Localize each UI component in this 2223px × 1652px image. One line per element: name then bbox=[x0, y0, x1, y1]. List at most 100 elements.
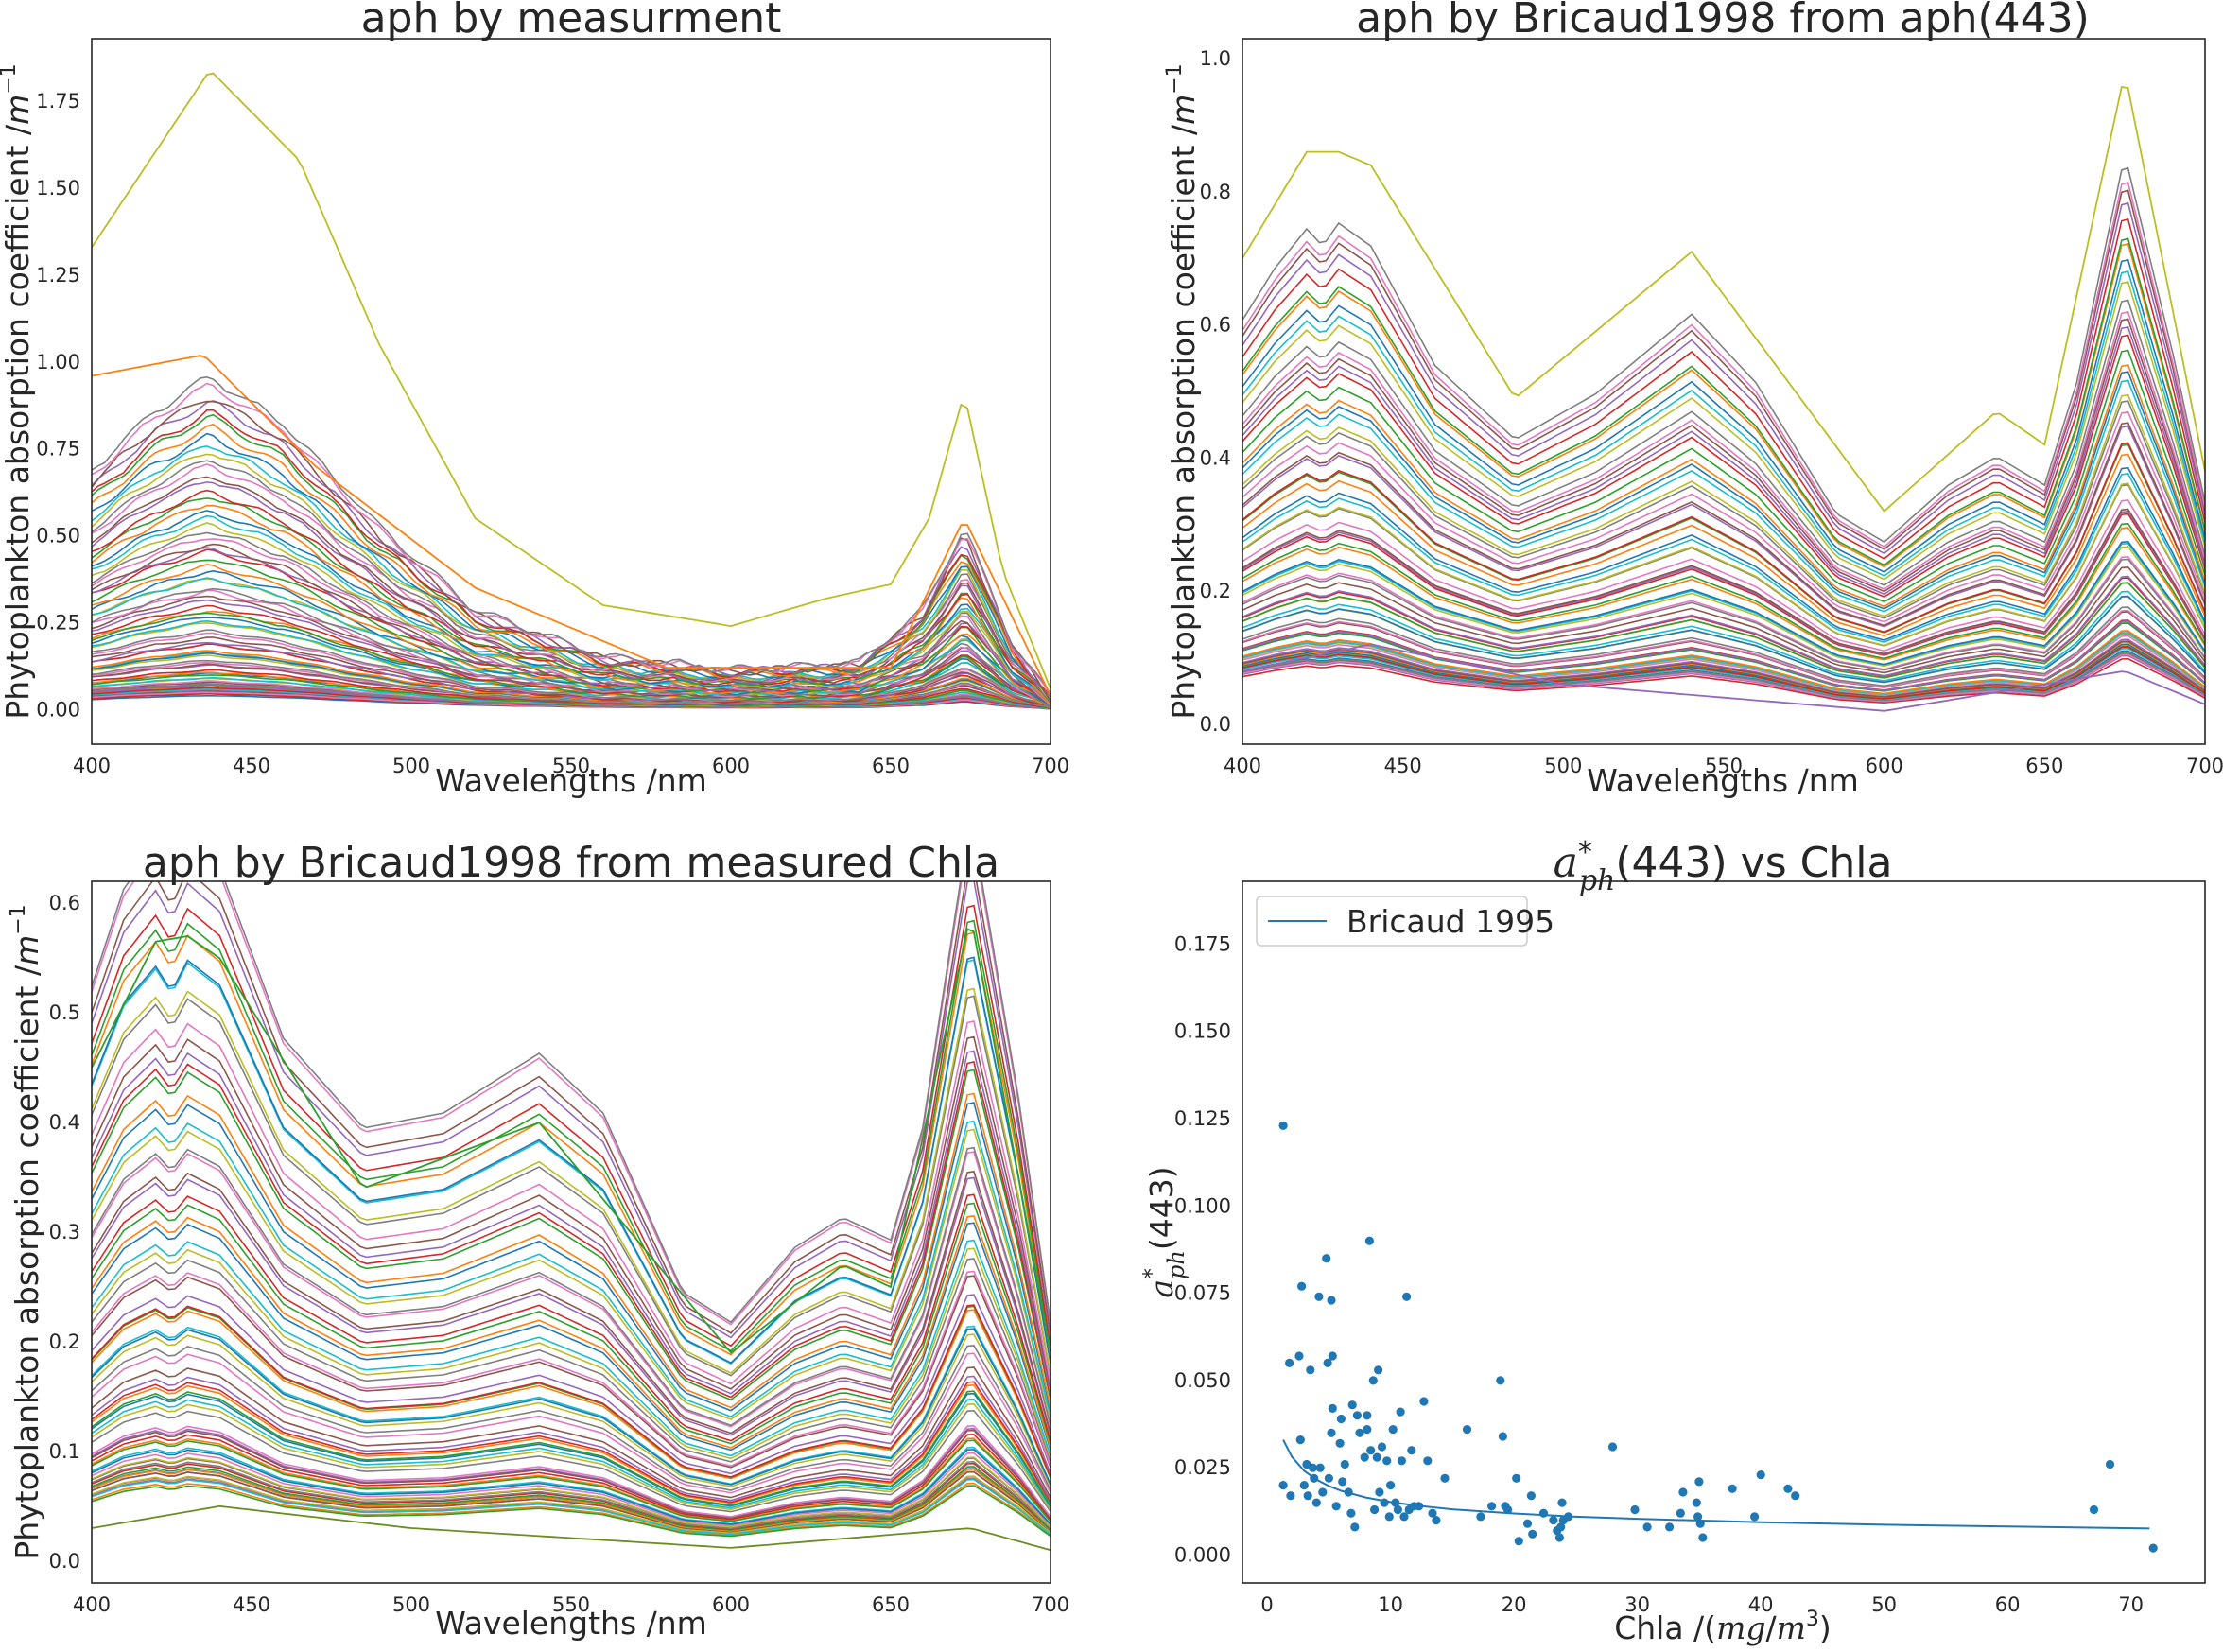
series-line bbox=[1242, 508, 2205, 655]
x-tick-label: 0 bbox=[1260, 1593, 1273, 1616]
series-line bbox=[92, 1020, 1051, 1385]
scatter-point bbox=[2089, 1504, 2099, 1515]
series-line bbox=[1242, 657, 2205, 704]
y-tick-labels: 0.0 0.1 0.2 0.3 0.4 0.5 0.6 bbox=[49, 892, 80, 1573]
series-line bbox=[1242, 299, 2205, 586]
x-tick-label: 550 bbox=[552, 1593, 590, 1616]
scatter-point bbox=[1336, 1414, 1346, 1424]
y-tick-label: 0.25 bbox=[36, 611, 80, 634]
scatter-point bbox=[1498, 1432, 1507, 1441]
scatter-point bbox=[1415, 1502, 1424, 1511]
panel-aph443-vs-chla: a* ph(443) vs Chla 0.0000.0250.0500.0750.… bbox=[1138, 836, 2206, 1646]
series-line bbox=[1242, 582, 2205, 679]
series-line bbox=[92, 1460, 1051, 1530]
series-line bbox=[92, 1409, 1051, 1513]
scatter-point bbox=[1322, 1254, 1331, 1263]
x-tick-labels: 400 450 500 550 600 650 700 bbox=[73, 755, 1069, 777]
series-line bbox=[92, 904, 1051, 1348]
y-tick-labels: 0.0 0.2 0.4 0.6 0.8 1.0 bbox=[1200, 47, 1231, 736]
y-tick-label: 0.0 bbox=[1200, 713, 1231, 736]
scatter-point bbox=[1397, 1456, 1406, 1466]
series-line bbox=[92, 1333, 1051, 1487]
series-line bbox=[92, 1468, 1051, 1532]
series-lines bbox=[92, 72, 1051, 710]
series-line bbox=[92, 1366, 1051, 1499]
series-line bbox=[92, 1449, 1051, 1525]
series-line bbox=[1242, 595, 2205, 684]
scatter-point bbox=[1278, 1121, 1288, 1130]
series-line bbox=[92, 659, 1051, 709]
scatter-point bbox=[1368, 1376, 1378, 1385]
y-tick-label: 0.2 bbox=[1200, 580, 1231, 602]
series-line bbox=[92, 881, 1051, 1324]
series-line bbox=[1242, 364, 2205, 608]
series-line bbox=[92, 1456, 1051, 1528]
scatter-point bbox=[1347, 1400, 1357, 1410]
chart-title: aph by measurment bbox=[361, 0, 782, 43]
scatter-points bbox=[1278, 1121, 2158, 1553]
series-line bbox=[1242, 499, 2205, 652]
plot-area-frame bbox=[91, 880, 1051, 1584]
series-line bbox=[92, 460, 1051, 702]
scatter-point bbox=[1428, 1508, 1437, 1518]
x-tick-label: 500 bbox=[392, 1593, 430, 1616]
series-line bbox=[1242, 546, 2205, 668]
y-tick-label: 0.025 bbox=[1174, 1456, 1231, 1479]
series-line bbox=[92, 1247, 1051, 1460]
scatter-point bbox=[1557, 1498, 1567, 1507]
y-tick-label: 0.00 bbox=[36, 698, 80, 721]
series-line bbox=[92, 1102, 1051, 1412]
x-axis-label: Wavelengths /nm bbox=[435, 762, 707, 799]
series-lines bbox=[1242, 85, 2205, 712]
scatter-point bbox=[1303, 1491, 1312, 1501]
series-line bbox=[1242, 334, 2205, 598]
series-line bbox=[1242, 635, 2205, 697]
series-line bbox=[1242, 640, 2205, 698]
x-axis-label: Wavelengths /nm bbox=[435, 1605, 707, 1642]
x-tick-label: 700 bbox=[1032, 1593, 1069, 1616]
scatter-point bbox=[1503, 1504, 1513, 1515]
series-line bbox=[92, 400, 1051, 702]
scatter-point bbox=[1327, 1296, 1336, 1305]
scatter-point bbox=[1366, 1446, 1376, 1455]
scatter-point bbox=[1363, 1425, 1372, 1435]
scatter-point bbox=[1286, 1491, 1295, 1501]
series-line bbox=[92, 881, 1051, 1334]
series-line bbox=[92, 1485, 1051, 1538]
x-tick-label: 650 bbox=[2025, 755, 2063, 777]
scatter-point bbox=[1407, 1446, 1416, 1455]
scatter-point bbox=[1331, 1502, 1341, 1511]
scatter-point bbox=[1294, 1351, 1304, 1361]
series-line bbox=[92, 1352, 1051, 1494]
scatter-point bbox=[1432, 1516, 1441, 1525]
y-tick-label: 0.100 bbox=[1174, 1194, 1231, 1217]
series-line bbox=[1242, 558, 2205, 671]
scatter-point bbox=[1324, 1473, 1333, 1483]
scatter-point bbox=[1402, 1292, 1412, 1301]
scatter-point bbox=[1328, 1403, 1337, 1413]
series-line bbox=[92, 919, 1051, 1352]
series-line bbox=[1242, 575, 2205, 677]
scatter-point bbox=[1380, 1498, 1389, 1507]
x-tick-label: 50 bbox=[1871, 1593, 1897, 1616]
scatter-point bbox=[2105, 1459, 2115, 1469]
x-tick-label: 650 bbox=[872, 755, 910, 777]
series-line bbox=[1242, 166, 2205, 544]
series-line bbox=[1242, 393, 2205, 617]
series-line bbox=[1242, 609, 2205, 688]
scatter-point bbox=[1377, 1442, 1387, 1452]
series-line bbox=[1242, 646, 2205, 700]
scatter-point bbox=[1692, 1498, 1701, 1507]
series-line bbox=[92, 72, 1051, 689]
scatter-point bbox=[1299, 1481, 1309, 1490]
series-line bbox=[92, 1309, 1051, 1480]
scatter-point bbox=[1462, 1425, 1472, 1435]
scatter-point bbox=[2148, 1543, 2158, 1553]
y-tick-label: 0.4 bbox=[49, 1111, 80, 1134]
scatter-point bbox=[1327, 1428, 1336, 1437]
scatter-point bbox=[1306, 1365, 1315, 1375]
scatter-point bbox=[1370, 1504, 1380, 1515]
y-tick-label: 1.25 bbox=[36, 264, 80, 287]
y-tick-label: 0.075 bbox=[1174, 1282, 1231, 1305]
series-line bbox=[92, 1222, 1051, 1452]
